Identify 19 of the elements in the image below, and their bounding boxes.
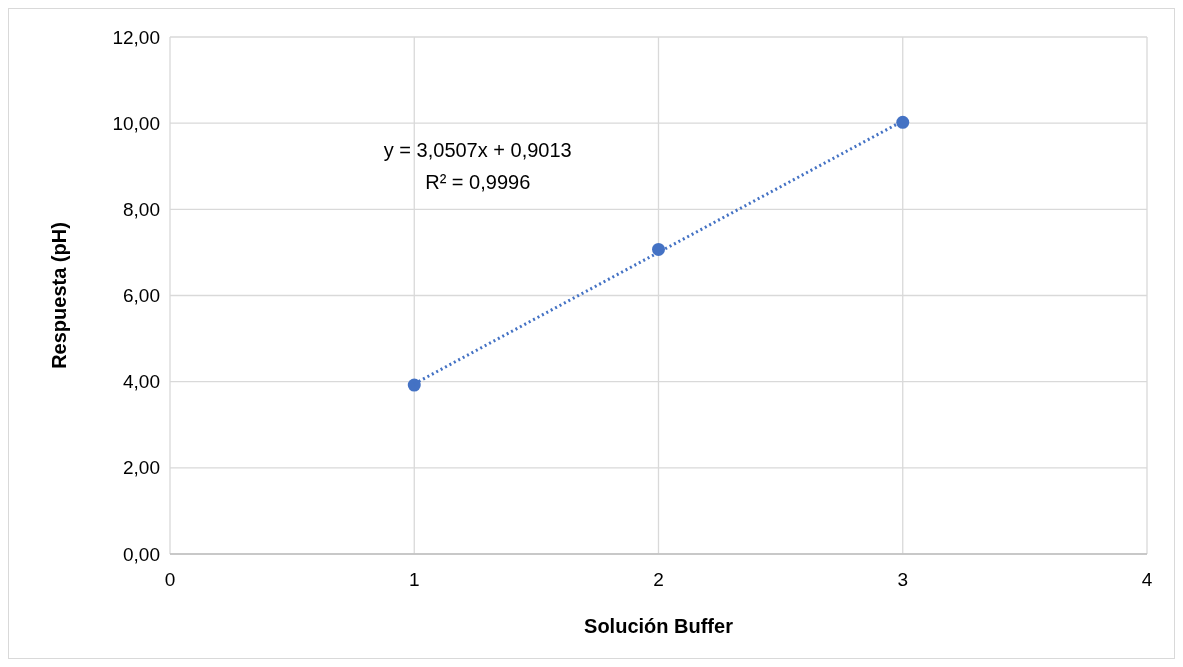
x-tick-label: 2	[653, 569, 664, 590]
y-tick-label: 12,00	[112, 26, 160, 48]
point	[407, 378, 421, 392]
x-tick-label: 0	[164, 569, 176, 590]
y-tick-label: 0,00	[123, 543, 160, 565]
point	[652, 242, 665, 256]
y-tick-label: 10,00	[112, 112, 160, 134]
x-axis-title: Solución Buffer	[584, 615, 734, 637]
annotation: R² = 0,9996	[425, 171, 531, 193]
point	[896, 115, 910, 129]
y-tick-label: 4,00	[123, 371, 160, 393]
y-tick-label: 8,00	[123, 198, 160, 220]
x-tick-label: 4	[1141, 569, 1153, 590]
y-tick-label: 2,00	[123, 457, 160, 479]
y-axis-title: Respuesta (pH)	[48, 222, 70, 369]
x-tick-label: 1	[408, 569, 420, 590]
x-tick-label: 3	[897, 569, 909, 590]
annotation: y = 3,0507x + 0,9013	[383, 139, 572, 161]
y-tick-label: 6,00	[123, 285, 160, 307]
